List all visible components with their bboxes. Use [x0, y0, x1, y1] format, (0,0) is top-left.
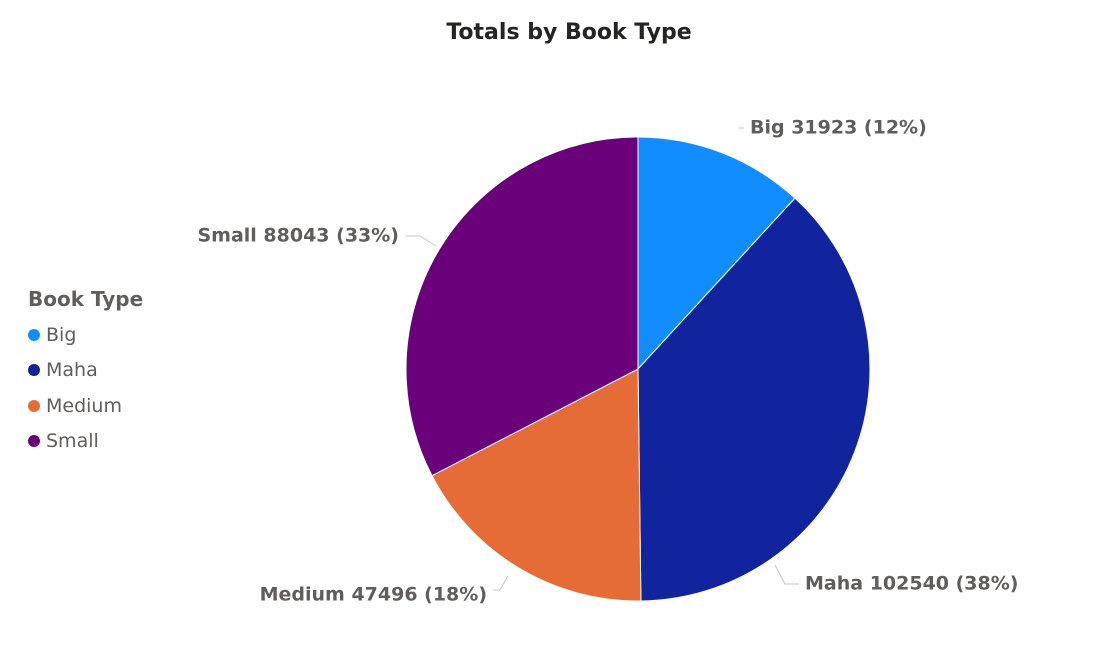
- legend-item-small[interactable]: Small: [28, 424, 143, 460]
- pie-slice-big[interactable]: [637, 136, 796, 371]
- legend-marker-maha: [28, 364, 40, 377]
- legend: Book Type Big Maha Medium Small: [28, 287, 143, 459]
- legend-label-small: Small: [46, 430, 99, 453]
- legend-label-maha: Maha: [46, 359, 98, 382]
- legend-marker-small: [28, 435, 40, 448]
- chart-title: Totals by Book Type: [446, 20, 692, 45]
- pie-slice-medium[interactable]: [431, 368, 642, 602]
- pie-slice-maha[interactable]: [637, 197, 871, 602]
- leader-line-medium: [493, 575, 509, 591]
- legend-title: Book Type: [28, 287, 144, 311]
- legend-marker-medium: [28, 399, 40, 412]
- legend-item-maha[interactable]: Maha: [28, 353, 143, 389]
- pie-slice-small[interactable]: [405, 136, 639, 477]
- leader-line-small: [405, 235, 437, 247]
- data-label-small: Small 88043 (33%): [197, 225, 399, 247]
- legend-item-medium[interactable]: Medium: [28, 388, 143, 424]
- data-label-medium: Medium 47496 (18%): [260, 584, 487, 606]
- data-label-big: Big 31923 (12%): [750, 117, 927, 139]
- legend-marker-big: [28, 328, 40, 341]
- legend-label-big: Big: [46, 323, 77, 346]
- data-label-maha: Maha 102540 (38%): [805, 573, 1018, 595]
- legend-item-big[interactable]: Big: [28, 317, 143, 353]
- leader-line-maha: [774, 564, 799, 585]
- legend-label-medium: Medium: [46, 394, 122, 417]
